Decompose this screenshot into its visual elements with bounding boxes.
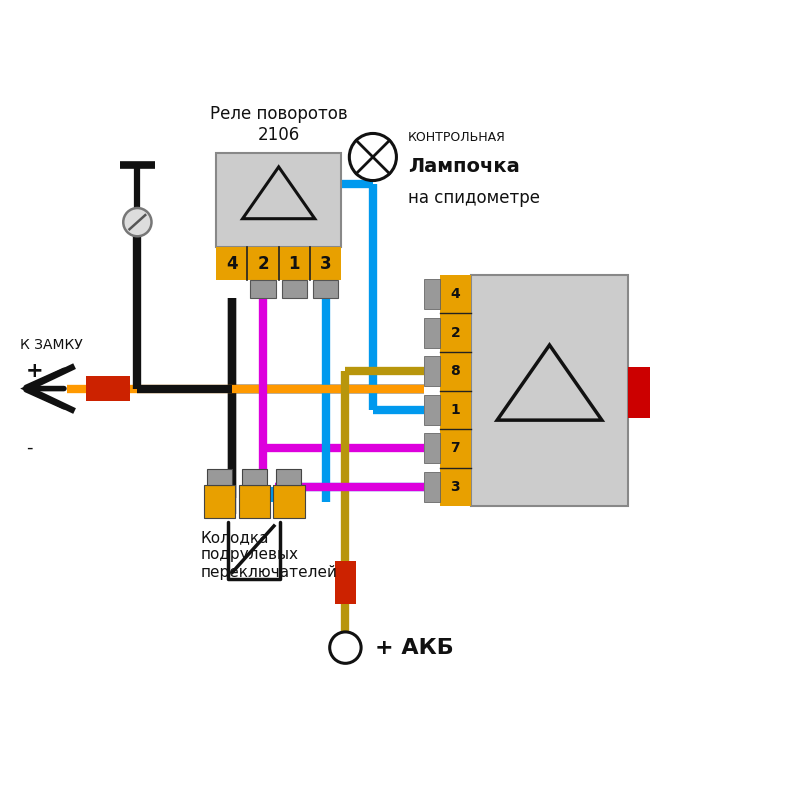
Bar xyxy=(216,247,341,280)
Text: К ЗАМКУ: К ЗАМКУ xyxy=(20,338,82,352)
Text: 1: 1 xyxy=(289,255,300,272)
Bar xyxy=(424,395,440,425)
Bar xyxy=(273,485,305,518)
Bar xyxy=(216,153,341,247)
Bar xyxy=(424,279,440,309)
Text: Лампочка: Лампочка xyxy=(408,157,520,176)
Bar xyxy=(424,318,440,348)
Bar xyxy=(282,280,307,298)
Text: 4: 4 xyxy=(451,287,460,301)
Text: 4: 4 xyxy=(226,255,237,272)
Text: 7: 7 xyxy=(451,441,460,455)
Text: КОНТРОЛЬНАЯ: КОНТРОЛЬНАЯ xyxy=(408,131,506,144)
Bar xyxy=(424,472,440,502)
Text: 3: 3 xyxy=(320,255,331,272)
Text: 2: 2 xyxy=(257,255,268,272)
Bar xyxy=(335,561,356,604)
Bar xyxy=(204,485,235,518)
Bar xyxy=(471,275,628,506)
Text: на спидометре: на спидометре xyxy=(408,189,540,206)
Bar xyxy=(86,376,130,401)
Text: -: - xyxy=(26,439,32,456)
Bar xyxy=(313,280,338,298)
Bar xyxy=(628,367,650,418)
Circle shape xyxy=(349,133,396,181)
Text: +: + xyxy=(26,361,43,382)
Text: 8: 8 xyxy=(451,364,460,378)
Bar xyxy=(424,356,440,386)
Bar xyxy=(239,485,270,518)
Text: 2: 2 xyxy=(451,326,460,340)
Text: + АКБ: + АКБ xyxy=(375,637,454,658)
Bar xyxy=(276,469,301,485)
Text: Реле поворотов
2106: Реле поворотов 2106 xyxy=(210,105,348,144)
Bar xyxy=(207,469,232,485)
Bar xyxy=(440,275,471,506)
Bar xyxy=(250,280,276,298)
Circle shape xyxy=(330,632,361,663)
Bar xyxy=(242,469,267,485)
Bar xyxy=(424,433,440,463)
Text: Колодка
подрулевых
переключателей: Колодка подрулевых переключателей xyxy=(200,530,337,579)
Text: 3: 3 xyxy=(451,480,460,494)
Text: 1: 1 xyxy=(451,403,460,417)
Circle shape xyxy=(123,208,152,236)
